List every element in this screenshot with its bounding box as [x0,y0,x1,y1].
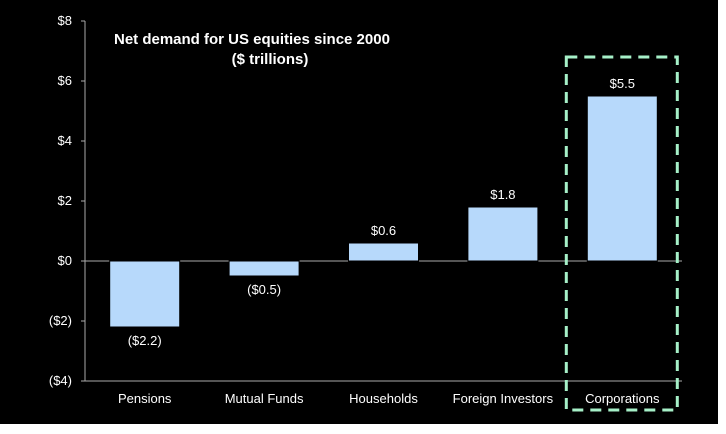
y-tick-label: $0 [58,253,72,268]
bar-corporations [586,95,658,262]
bar-pensions [109,260,181,328]
y-tick-label: ($2) [49,313,72,328]
data-label: $5.5 [610,76,635,91]
x-category-label: Foreign Investors [453,391,554,406]
y-tick-label: $2 [58,193,72,208]
chart-subtitle: ($ trillions) [232,51,309,68]
bar-foreign-investors [467,206,539,262]
highlight-box [564,55,679,412]
x-category-label: Households [349,391,418,406]
x-category-label: Corporations [585,391,660,406]
y-tick-label: $4 [58,133,72,148]
x-category-label: Mutual Funds [225,391,304,406]
data-label: ($0.5) [247,282,281,297]
y-tick-label: $8 [58,13,72,28]
bar-mutual-funds [228,260,300,277]
x-category-label: Pensions [118,391,172,406]
y-tick-label: $6 [58,73,72,88]
data-label: ($2.2) [128,333,162,348]
bar-households [348,242,419,262]
bar-chart: $8 $6 $4 $2 $0 ($2) ($4) ($2.2) ($0.5) $0.6 $1.8 $… [49,13,682,412]
data-label: $0.6 [371,223,396,238]
chart-frame: $8 $6 $4 $2 $0 ($2) ($4) ($2.2) ($0.5) $0.6 $1.8 $… [0,0,718,424]
data-label: $1.8 [490,187,515,202]
chart-title: Net demand for US equities since 2000 [114,31,390,48]
y-tick-label: ($4) [49,373,72,388]
